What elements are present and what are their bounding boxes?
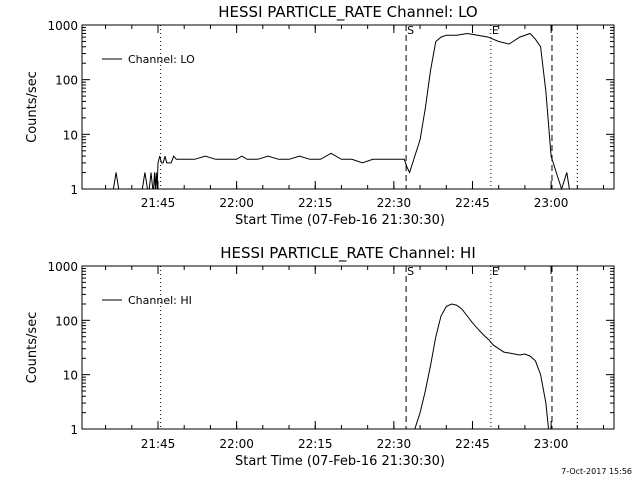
hi-x-tick-label: 22:45 — [455, 437, 490, 451]
hi-x-tick-label: 22:00 — [219, 437, 254, 451]
hi-legend-label: Channel: HI — [128, 294, 192, 307]
hi-y-tick-label: 1 — [70, 423, 78, 437]
lo-x-tick-label: 21:45 — [141, 196, 176, 210]
lo-x-tick-label: 22:45 — [455, 196, 490, 210]
hi-x-tick-label: 22:30 — [377, 437, 412, 451]
lo-y-tick-label: 1000 — [47, 19, 78, 33]
hi-marker-label: S — [407, 265, 414, 278]
hi-y-axis-label: Counts/sec — [25, 312, 40, 384]
lo-x-tick-label: 22:00 — [219, 196, 254, 210]
hi-x-axis-label: Start Time (07-Feb-16 21:30:30) — [235, 454, 445, 469]
hi-chart-title: HESSI PARTICLE_RATE Channel: HI — [220, 244, 476, 263]
hi-plot-frame — [81, 265, 615, 430]
lo-chart-title: HESSI PARTICLE_RATE Channel: LO — [218, 3, 477, 22]
plot-timestamp: 7-Oct-2017 15:56 — [561, 467, 632, 476]
hi-y-tick-label: 1000 — [47, 260, 78, 274]
hi-marker-label: E — [492, 265, 499, 278]
lo-x-tick-label: 22:30 — [377, 196, 412, 210]
lo-marker-label: E — [492, 24, 499, 37]
lo-y-tick-label: 100 — [55, 74, 78, 88]
hi-y-tick-label: 10 — [63, 369, 78, 383]
hi-x-tick-label: 21:45 — [141, 437, 176, 451]
lo-y-axis-label: Counts/sec — [25, 71, 40, 143]
lo-x-axis-label: Start Time (07-Feb-16 21:30:30) — [235, 213, 445, 228]
lo-plot-frame — [81, 24, 615, 190]
hi-y-tick-label: 100 — [55, 314, 78, 328]
lo-y-tick-label: 1 — [70, 183, 78, 197]
lo-marker-label: S — [407, 24, 414, 37]
lo-x-tick-label: 23:00 — [534, 196, 569, 210]
lo-series-line — [112, 32, 570, 191]
lo-legend-label: Channel: LO — [128, 53, 195, 66]
lo-y-tick-label: 10 — [63, 128, 78, 142]
hi-x-tick-label: 22:15 — [298, 437, 333, 451]
hi-series-line — [414, 303, 549, 430]
hi-x-tick-label: 23:00 — [534, 437, 569, 451]
lo-x-tick-label: 22:15 — [298, 196, 333, 210]
